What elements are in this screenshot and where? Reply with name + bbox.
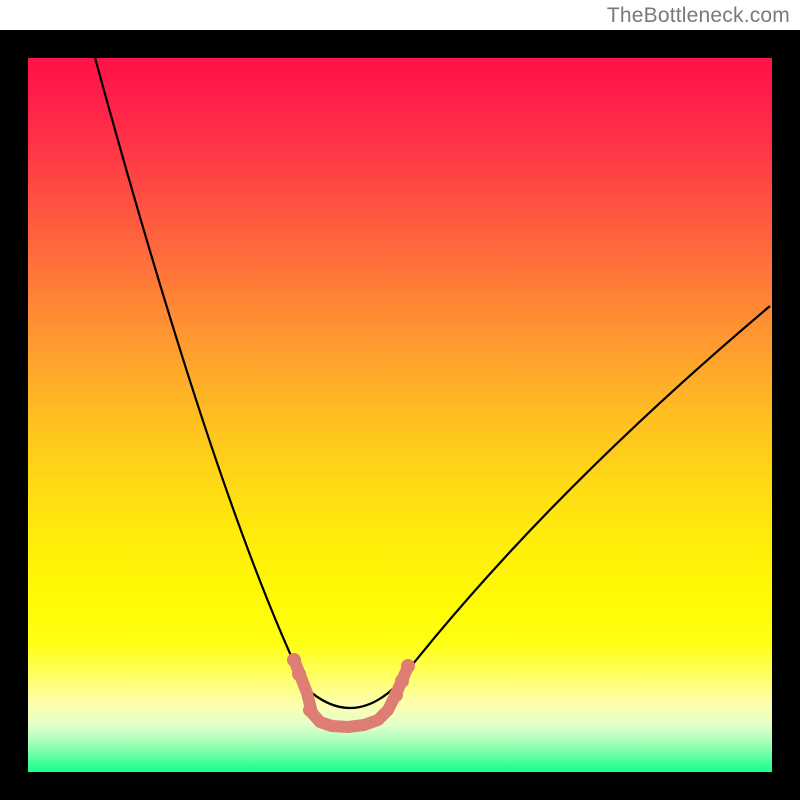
watermark-text: TheBottleneck.com: [607, 4, 790, 28]
chart-container: TheBottleneck.com: [0, 0, 800, 800]
bottleneck-curve-chart: [0, 0, 800, 800]
